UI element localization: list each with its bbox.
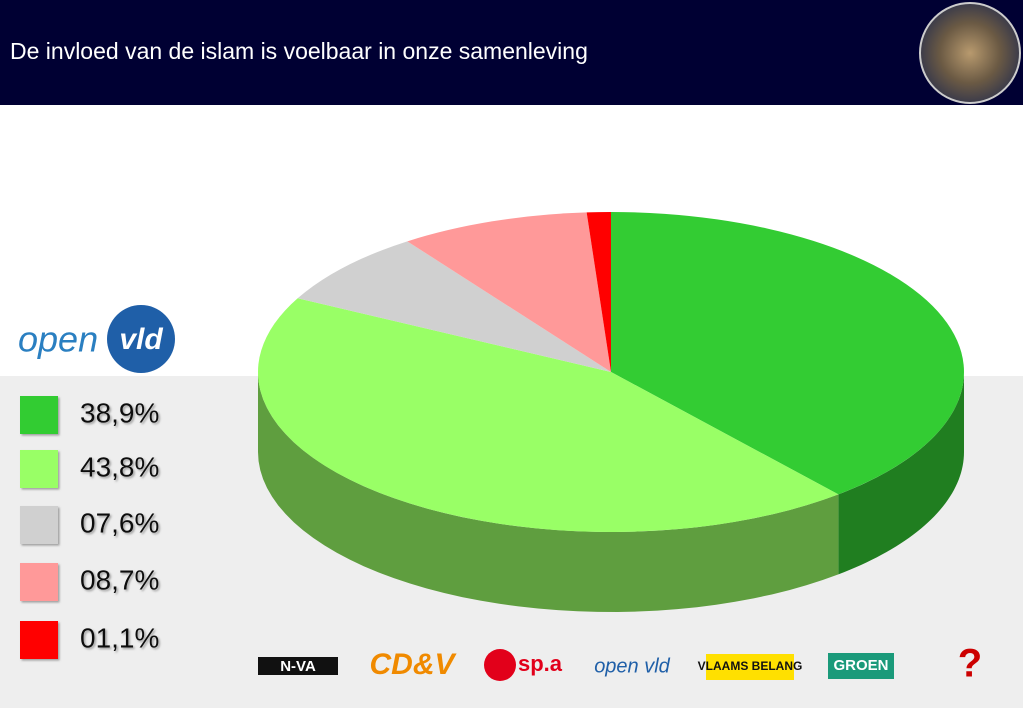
pie-slice: [297, 241, 611, 372]
legend-swatch: [20, 506, 58, 544]
pie-slice-side: [838, 372, 964, 575]
pie-slice-side: [258, 372, 839, 612]
logo-cdv: CD&V: [369, 648, 457, 681]
legend-label: 08,7%: [80, 564, 159, 595]
pie-slice: [611, 212, 964, 495]
logo-vb-box: [706, 654, 794, 680]
legend-swatch: [20, 563, 58, 601]
logo-groen: GROEN: [833, 657, 888, 674]
logo-spa-rose: [484, 649, 516, 681]
logo-question: ?: [958, 642, 982, 686]
logo-vb: VLAAMS BELANG: [698, 659, 803, 673]
brand-badge: [107, 305, 175, 373]
party-logo-row: N-VA CD&V sp.a open vld VLAAMS BELANG GR…: [258, 642, 982, 686]
pie-slice: [407, 212, 611, 372]
logo-groen-box: [828, 653, 894, 679]
legend: 38,9% 43,8% 07,6% 08,7% 01,1%: [20, 396, 159, 659]
header-bar: [0, 0, 1023, 105]
logo-openvld: open vld: [594, 655, 670, 677]
pie-chart: [258, 212, 964, 612]
legend-swatch: [20, 450, 58, 488]
logo-nva-box: [258, 657, 338, 675]
legend-label: 07,6%: [80, 507, 159, 538]
brand-word: open: [18, 319, 98, 360]
pie-slice: [586, 212, 611, 372]
brand-badge-text: vld: [119, 323, 163, 356]
legend-swatch: [20, 396, 58, 434]
chart-title: De invloed van de islam is voelbaar in o…: [10, 38, 588, 64]
pie-slice: [258, 298, 839, 532]
legend-label: 38,9%: [80, 397, 159, 428]
legend-label: 01,1%: [80, 622, 159, 653]
brand-logo: open vld: [18, 305, 175, 373]
logo-nva: N-VA: [280, 658, 316, 675]
logo-spa: sp.a: [518, 651, 563, 676]
legend-label: 43,8%: [80, 451, 159, 482]
header-photo: [919, 2, 1021, 104]
legend-swatch: [20, 621, 58, 659]
